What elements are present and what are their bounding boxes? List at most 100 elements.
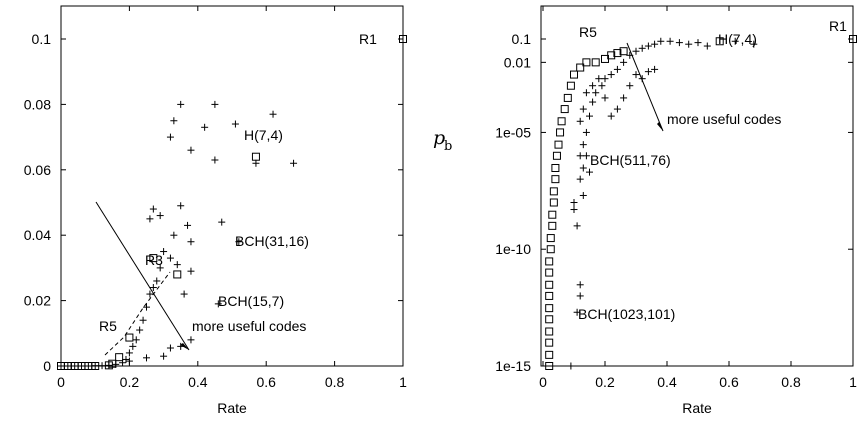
plus-marker — [639, 45, 646, 52]
right-x-axis: 0 0.2 0.4 0.6 0.8 1 — [539, 6, 857, 390]
plus-marker — [181, 291, 188, 298]
square-marker — [546, 281, 553, 288]
plus-marker — [577, 176, 584, 183]
left-label-r5: R5 — [99, 318, 117, 334]
plus-marker — [85, 363, 92, 370]
right-x-tick-label: 0 — [539, 374, 547, 390]
plus-marker — [136, 327, 143, 334]
plus-marker — [651, 41, 658, 48]
plus-marker — [187, 238, 194, 245]
square-marker — [126, 334, 133, 341]
plus-marker — [620, 94, 627, 101]
plus-marker — [187, 268, 194, 275]
left-x-tick-label: 0.8 — [325, 374, 345, 390]
right-x-tick-label: 0.6 — [719, 374, 739, 390]
plus-marker — [126, 349, 133, 356]
plus-marker — [187, 147, 194, 154]
plus-marker — [589, 82, 596, 89]
right-label-bch-1023-101: BCH(1023,101) — [578, 306, 675, 322]
plus-marker — [586, 169, 593, 176]
right-y-axis-label-b: b — [444, 139, 452, 154]
left-x-tick-label: 0.6 — [256, 374, 276, 390]
plus-marker — [695, 39, 702, 46]
plus-marker — [620, 59, 627, 66]
left-plot-frame — [61, 6, 403, 366]
square-marker — [546, 339, 553, 346]
plus-marker — [167, 255, 174, 262]
right-label-r5: R5 — [579, 24, 597, 40]
left-y-tick-label: 0.02 — [24, 293, 51, 309]
square-marker — [546, 305, 553, 312]
plus-marker — [676, 39, 683, 46]
right-y-tick-label: 1e-10 — [495, 241, 531, 257]
plus-marker — [211, 156, 218, 163]
plus-marker — [567, 363, 574, 370]
right-x-tick-label: 0.2 — [595, 374, 615, 390]
square-marker — [567, 82, 574, 89]
plus-marker — [608, 113, 615, 120]
left-label-useful: more useful codes — [192, 318, 306, 334]
plus-marker — [583, 152, 590, 159]
plus-marker — [577, 292, 584, 299]
plus-marker — [657, 38, 664, 45]
plus-marker — [608, 71, 615, 78]
square-marker — [546, 328, 553, 335]
square-marker — [553, 152, 560, 159]
left-y-tick-label: 0.08 — [24, 96, 51, 112]
plus-marker — [187, 336, 194, 343]
square-marker — [546, 351, 553, 358]
plus-marker — [153, 277, 160, 284]
left-x-tick-label: 0.2 — [120, 374, 140, 390]
right-x-axis-label: Rate — [682, 400, 712, 416]
plus-marker — [174, 261, 181, 268]
square-marker — [561, 106, 568, 113]
plus-marker — [167, 134, 174, 141]
left-y-tick-label: 0 — [43, 358, 51, 374]
plus-marker — [160, 353, 167, 360]
plus-marker — [126, 358, 133, 365]
plus-marker — [571, 199, 578, 206]
plus-marker — [143, 354, 150, 361]
square-marker — [549, 211, 556, 218]
plus-marker — [592, 89, 599, 96]
plus-marker — [78, 363, 85, 370]
left-label-bch-15-7: BCH(15,7) — [218, 293, 284, 309]
square-marker — [116, 354, 123, 361]
square-marker — [546, 258, 553, 265]
left-x-tick-label: 0 — [57, 374, 65, 390]
left-dashed-frontier — [105, 272, 170, 355]
plus-marker — [583, 129, 590, 136]
plus-marker — [157, 212, 164, 219]
plus-marker — [667, 38, 674, 45]
square-marker — [557, 129, 564, 136]
right-y-tick-label: 1e-15 — [495, 358, 531, 374]
right-label-bch-511-76: BCH(511,76) — [590, 152, 671, 168]
plus-marker — [598, 82, 605, 89]
plus-marker — [614, 106, 621, 113]
left-chart: 0 0.02 0.04 0.06 0.08 0.1 0 0.2 0.4 0.6 0.8 1 Rate… — [24, 6, 407, 416]
plus-marker — [150, 206, 157, 213]
plus-marker — [651, 66, 658, 73]
plus-marker — [290, 160, 297, 167]
left-x-tick-label: 0.4 — [188, 374, 208, 390]
left-label-r1: R1 — [359, 31, 377, 47]
left-label-bch-31-16: BCH(31,16) — [235, 233, 309, 249]
plus-marker — [571, 206, 578, 213]
right-x-tick-label: 0.4 — [657, 374, 677, 390]
right-x-tick-label: 1 — [849, 374, 857, 390]
square-marker — [547, 246, 554, 253]
square-marker — [549, 222, 556, 229]
plus-marker — [201, 124, 208, 131]
plus-marker — [580, 164, 587, 171]
plus-marker — [586, 113, 593, 120]
square-marker — [552, 176, 559, 183]
plus-marker — [167, 345, 174, 352]
right-y-tick-label: 0.1 — [512, 31, 532, 47]
square-marker — [252, 153, 259, 160]
plus-marker — [580, 106, 587, 113]
plus-marker — [252, 160, 259, 167]
right-arrow-line — [627, 43, 663, 131]
right-chart: 0.10.011e-051e-101e-15 0 0.2 0.4 0.6 0.8 1 Ra… — [433, 6, 857, 416]
plus-marker — [574, 222, 581, 229]
